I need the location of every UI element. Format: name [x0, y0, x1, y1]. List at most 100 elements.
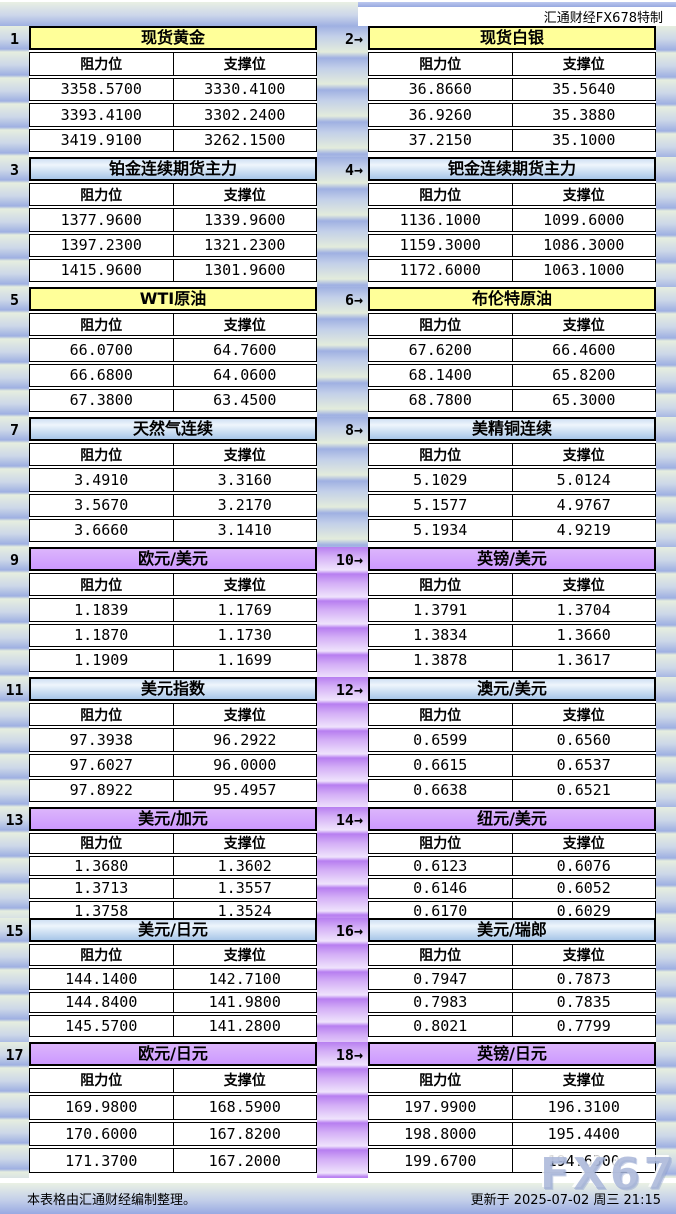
resistance-value: 0.6638	[369, 779, 513, 801]
table-row: 1397.2300 1321.2300	[29, 233, 317, 257]
col-header-support: 支撑位	[562, 947, 605, 964]
resistance-value: 67.3800	[30, 389, 174, 411]
col-header-support: 支撑位	[562, 317, 605, 334]
resistance-value: 3.4910	[30, 469, 174, 491]
panel-number: 14→	[335, 811, 363, 829]
col-header-resistance: 阻力位	[369, 704, 513, 726]
support-value: 1.3617	[556, 651, 611, 670]
table-row: 1415.9600 1301.9600	[29, 258, 317, 282]
resistance-value: 145.5700	[30, 1016, 174, 1036]
band-row-4: 7 天然气连续 阻力位 支撑位 3.4910 3.3160 3.5670 3.2170…	[0, 417, 676, 547]
panel-title: 美元指数	[29, 677, 317, 701]
resistance-value: 199.6700	[369, 1149, 513, 1172]
resistance-value: 36.9260	[369, 104, 513, 126]
support-value: 66.4600	[552, 340, 616, 359]
table-row: 1136.1000 1099.6000	[368, 208, 656, 232]
panel-us-copper: 美精铜连续 阻力位 支撑位 5.1029 5.0124 5.1577 4.9767 5…	[368, 417, 656, 547]
support-value: 1.3557	[217, 879, 272, 898]
panel-number: 3	[9, 161, 20, 179]
col-header-resistance: 阻力位	[369, 184, 513, 206]
header-row: 阻力位 支撑位	[29, 944, 317, 966]
table-row: 66.6800 64.0600	[29, 363, 317, 387]
support-value: 63.4500	[213, 391, 277, 410]
panel-title: 天然气连续	[29, 417, 317, 441]
table-row: 1.3680 1.3602	[29, 855, 317, 876]
resistance-value: 171.3700	[30, 1149, 174, 1172]
col-header-support: 支撑位	[562, 56, 605, 73]
table-row: 171.3700 167.2000	[29, 1148, 317, 1173]
support-value: 1.1730	[217, 626, 272, 645]
table-row: 1.1839 1.1769	[29, 598, 317, 622]
panel-title: 欧元/美元	[29, 547, 317, 571]
header-row: 阻力位 支撑位	[29, 52, 317, 76]
right-margin	[656, 1042, 676, 1178]
col-header-resistance: 阻力位	[369, 53, 513, 75]
left-number-cell: 5	[0, 287, 29, 417]
support-value: 167.2000	[208, 1151, 281, 1170]
header-row: 阻力位 支撑位	[368, 443, 656, 467]
support-value: 3.2170	[217, 496, 272, 515]
panel-title: 布伦特原油	[368, 287, 656, 311]
col-header-resistance: 阻力位	[369, 1069, 513, 1092]
table-row: 1159.3000 1086.3000	[368, 233, 656, 257]
table-row: 5.1934 4.9219	[368, 518, 656, 542]
panel-gbp-usd: 英镑/美元 阻力位 支撑位 1.3791 1.3704 1.3834 1.3660 1…	[368, 547, 656, 677]
resistance-value: 1.3713	[30, 879, 174, 898]
support-value: 65.3000	[552, 391, 616, 410]
resistance-value: 68.7800	[369, 389, 513, 411]
support-value: 1.3524	[217, 901, 272, 920]
col-header-support: 支撑位	[562, 447, 605, 464]
table-row: 0.6599 0.6560	[368, 728, 656, 752]
left-number-cell: 13	[0, 807, 29, 926]
resistance-value: 144.8400	[30, 992, 174, 1013]
resistance-value: 1.1870	[30, 624, 174, 646]
panel-number: 8→	[344, 421, 363, 439]
gap-number-cell: 16→	[317, 918, 368, 1042]
band-row-9: 17 欧元/日元 阻力位 支撑位 169.9800 168.5900 170.600…	[0, 1042, 676, 1178]
table-row: 1.3758 1.3524	[29, 900, 317, 921]
table-row: 1.3713 1.3557	[29, 878, 317, 899]
panel-title: 铂金连续期货主力	[29, 157, 317, 181]
support-value: 1.3602	[217, 856, 272, 875]
table-row: 1.3791 1.3704	[368, 598, 656, 622]
col-header-support: 支撑位	[223, 947, 266, 964]
col-header-resistance: 阻力位	[30, 1069, 174, 1092]
resistance-value: 3393.4100	[30, 104, 174, 126]
table-row: 36.8660 35.5640	[368, 77, 656, 101]
panel-platinum-futures: 铂金连续期货主力 阻力位 支撑位 1377.9600 1339.9600 1397.…	[29, 157, 317, 287]
col-header-support: 支撑位	[223, 577, 266, 594]
header-row: 阻力位 支撑位	[29, 573, 317, 597]
table-grid: 1 现货黄金 阻力位 支撑位 3358.5700 3330.4100 3393.41…	[0, 26, 676, 1178]
support-value: 1063.1000	[543, 261, 625, 280]
panel-title: 美元/日元	[29, 918, 317, 942]
panel-number: 7	[9, 421, 20, 439]
support-value: 0.6560	[556, 730, 611, 749]
table-row: 144.8400 141.9800	[29, 991, 317, 1014]
panel-nzd-usd: 纽元/美元 阻力位 支撑位 0.6123 0.6076 0.6146 0.6052 0…	[368, 807, 656, 926]
resistance-value: 1377.9600	[30, 209, 174, 231]
support-value: 0.6537	[556, 756, 611, 775]
support-value: 3330.4100	[204, 80, 286, 99]
col-header-support: 支撑位	[562, 836, 605, 853]
support-value: 65.8200	[552, 366, 616, 385]
footer-updated: 更新于 2025-07-02 周三 21:15	[470, 1193, 661, 1208]
panel-brent-crude: 布伦特原油 阻力位 支撑位 67.6200 66.4600 68.1400 65.82…	[368, 287, 656, 417]
right-margin	[656, 157, 676, 287]
table-row: 0.6638 0.6521	[368, 778, 656, 802]
band-row-8: 15 美元/日元 阻力位 支撑位 144.1400 142.7100 144.840…	[0, 918, 676, 1042]
gap-number-cell: 12→	[317, 677, 368, 807]
support-value: 4.9219	[556, 521, 611, 540]
resistance-value: 1.1909	[30, 649, 174, 671]
table-row: 0.6123 0.6076	[368, 855, 656, 876]
table-row: 144.1400 142.7100	[29, 967, 317, 990]
col-header-resistance: 阻力位	[30, 574, 174, 596]
support-value: 0.6052	[556, 879, 611, 898]
support-value: 3302.2400	[204, 105, 286, 124]
table-row: 1377.9600 1339.9600	[29, 208, 317, 232]
top-right-area: 汇通财经FX678特制	[358, 2, 676, 26]
right-margin	[656, 807, 676, 926]
panel-title: WTI原油	[29, 287, 317, 311]
col-header-resistance: 阻力位	[30, 314, 174, 336]
panel-number: 11	[5, 681, 24, 699]
support-value: 0.7835	[556, 993, 611, 1012]
